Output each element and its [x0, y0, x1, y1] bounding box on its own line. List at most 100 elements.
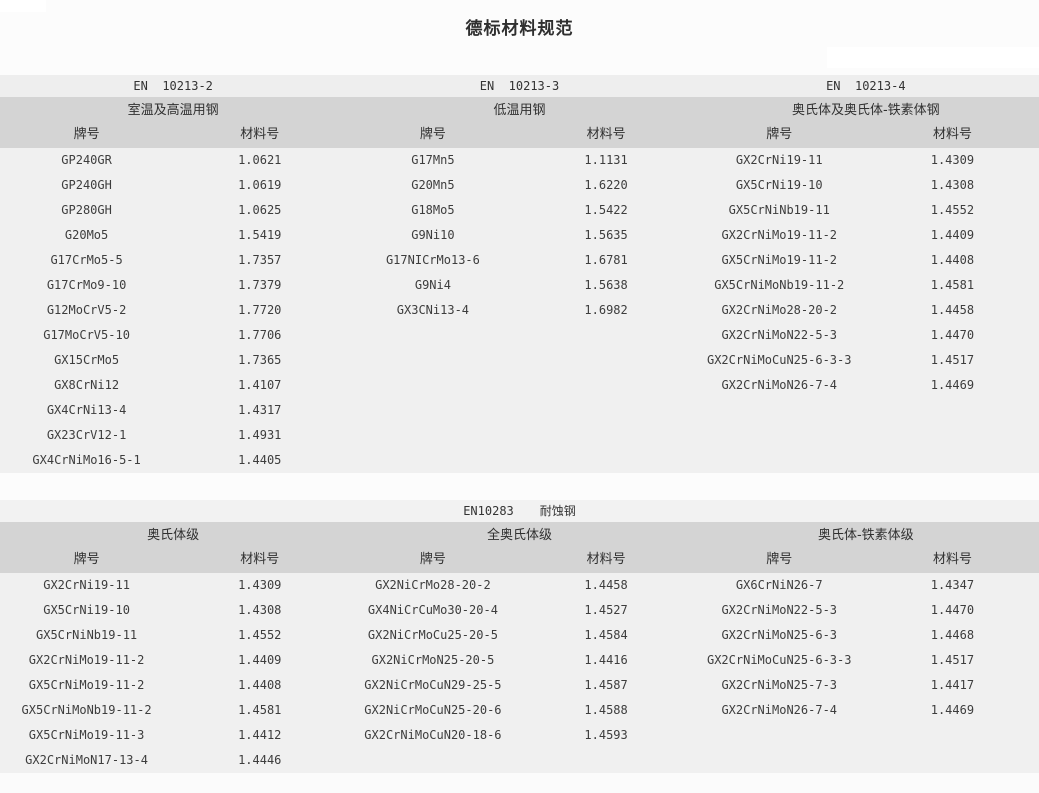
grade-cell: GX4NiCrCuMo30-20-4 [367, 603, 498, 617]
title-band: 德标材料规范 [0, 0, 1039, 75]
material-number-cell: 1.4416 [584, 653, 628, 667]
section-title-austenitic-grade: 奥氏体级 [147, 528, 200, 543]
bottom-section-titles: 奥氏体级 全奥氏体级 奥氏体-铁素体级 [0, 522, 1039, 548]
material-number-cell: 1.4468 [930, 628, 975, 642]
grade-cell: GX5CrNiMo19-11-2 [721, 253, 838, 267]
material-number-cell: 1.4584 [584, 628, 628, 642]
bottom-column-headers: 牌号 材料号 牌号 材料号 牌号 材料号 [0, 548, 1039, 573]
material-number-cell [520, 373, 693, 398]
bottom-space [0, 773, 1039, 793]
material-number-cell: 1.4408 [930, 253, 975, 267]
material-number-cell: 1.7720 [238, 303, 282, 317]
top-left-white-box [0, 0, 46, 12]
top-column-headers: 牌号 材料号 牌号 材料号 牌号 材料号 [0, 123, 1039, 148]
grade-cell [346, 323, 519, 348]
material-number-cell: 1.4588 [584, 703, 628, 717]
grade-cell: GX5CrNiMo19-11-2 [28, 678, 145, 692]
material-number-cell: 1.4317 [238, 403, 282, 417]
column-header-grade: 牌号 [766, 127, 793, 142]
section-title-austenitic-ferritic-grade: 奥氏体-铁素体级 [817, 528, 914, 543]
material-number-cell: 1.4470 [930, 328, 975, 342]
corrosion-resistant-steel-label: 耐蚀钢 [539, 504, 576, 518]
grade-cell: GP240GH [61, 178, 112, 192]
grade-cell: GX2CrNi19-11 [43, 578, 130, 592]
material-number-cell: 1.0619 [238, 178, 282, 192]
grade-cell [693, 423, 866, 448]
grade-cell: GX8CrNi12 [54, 378, 120, 392]
material-number-cell [866, 423, 1039, 448]
material-number-cell [866, 398, 1039, 423]
grade-cell: GX2CrNiMoCuN25-6-3-3 [706, 653, 852, 667]
bottom-body-grid: GX2CrNi19-11 1.4309 GX2NiCrMo28-20-2 1.4458… [0, 573, 1039, 773]
column-header-material-no: 材料号 [240, 552, 280, 567]
en10283-row: EN10283 耐蚀钢 [0, 500, 1039, 522]
column-header-grade: 牌号 [73, 552, 100, 567]
grade-cell [693, 723, 866, 748]
grade-cell: GX2CrNiMoN26-7-4 [721, 703, 838, 717]
column-header-grade: 牌号 [766, 552, 793, 567]
grade-cell: GX5CrNiMoNb19-11-2 [21, 703, 152, 717]
column-header-material-no: 材料号 [586, 552, 626, 567]
grade-cell [693, 748, 866, 773]
grade-cell: G17CrMo5-5 [50, 253, 123, 267]
page-title: 德标材料规范 [465, 19, 574, 39]
material-number-cell: 1.4446 [238, 753, 282, 767]
material-number-cell [866, 448, 1039, 473]
grade-cell: GX2CrNiMoN17-13-4 [25, 753, 148, 767]
grade-cell: GX2CrNiMoCuN25-6-3-3 [706, 353, 852, 367]
grade-cell: G18Mo5 [411, 203, 455, 217]
grade-cell: G9Ni10 [411, 228, 455, 242]
grade-cell: GX2CrNiMoN22-5-3 [721, 603, 838, 617]
material-number-cell: 1.7365 [238, 353, 282, 367]
material-number-cell: 1.4309 [238, 578, 282, 592]
grade-cell: GX2CrNiMoN25-7-3 [721, 678, 838, 692]
material-number-cell: 1.4412 [238, 728, 282, 742]
material-number-cell: 1.4931 [238, 428, 282, 442]
column-header-material-no: 材料号 [586, 127, 626, 142]
grade-cell: G17NICrMo13-6 [385, 253, 480, 267]
grade-cell: GX15CrMo5 [54, 353, 120, 367]
grade-cell: G17Mn5 [411, 153, 455, 167]
grade-cell: GX23CrV12-1 [46, 428, 127, 442]
material-number-cell [520, 348, 693, 373]
material-number-cell: 1.4309 [930, 153, 975, 167]
column-header-grade: 牌号 [419, 552, 446, 567]
material-number-cell: 1.6982 [584, 303, 628, 317]
section-title-room-high-temp: 室温及高温用钢 [127, 103, 219, 118]
material-number-cell: 1.4552 [930, 203, 975, 217]
grade-cell [346, 423, 519, 448]
material-number-cell: 1.4409 [238, 653, 282, 667]
material-number-cell: 1.4347 [930, 578, 975, 592]
grade-cell: GP280GH [61, 203, 112, 217]
section-title-low-temp: 低温用钢 [493, 103, 546, 118]
material-number-cell: 1.5635 [584, 228, 628, 242]
top-section-titles: 室温及高温用钢 低温用钢 奥氏体及奥氏体-铁素体钢 [0, 97, 1039, 123]
material-number-cell: 1.4469 [930, 703, 975, 717]
section-gap [0, 473, 1039, 500]
material-number-cell [866, 723, 1039, 748]
grade-cell: G9Ni4 [414, 278, 451, 292]
grade-cell: GX2NiCrMoCuN29-25-5 [364, 678, 502, 692]
material-number-cell: 1.4581 [930, 278, 975, 292]
material-number-cell: 1.4593 [584, 728, 628, 742]
grade-cell: G17MoCrV5-10 [43, 328, 130, 342]
material-number-cell: 1.4587 [584, 678, 628, 692]
material-number-cell: 1.4527 [584, 603, 628, 617]
grade-cell: GX2NiCrMoN25-20-5 [371, 653, 495, 667]
grade-cell: GX2CrNiMoN25-6-3 [721, 628, 838, 642]
material-number-cell: 1.4581 [238, 703, 282, 717]
grade-cell [693, 448, 866, 473]
material-number-cell [520, 748, 693, 773]
material-number-cell: 1.4470 [930, 603, 975, 617]
grade-cell: GX2CrNiMoN26-7-4 [721, 378, 838, 392]
grade-cell: GX5CrNiMo19-11-3 [28, 728, 145, 742]
standard-label-en10283: EN10283 [463, 504, 514, 518]
grade-cell: GX2CrNiMoCuN20-18-6 [364, 728, 502, 742]
grade-cell: GX5CrNi19-10 [735, 178, 823, 192]
material-number-cell: 1.5419 [238, 228, 282, 242]
material-number-cell: 1.0621 [238, 153, 282, 167]
grade-cell [346, 398, 519, 423]
material-number-cell: 1.6781 [584, 253, 628, 267]
material-number-cell [520, 323, 693, 348]
